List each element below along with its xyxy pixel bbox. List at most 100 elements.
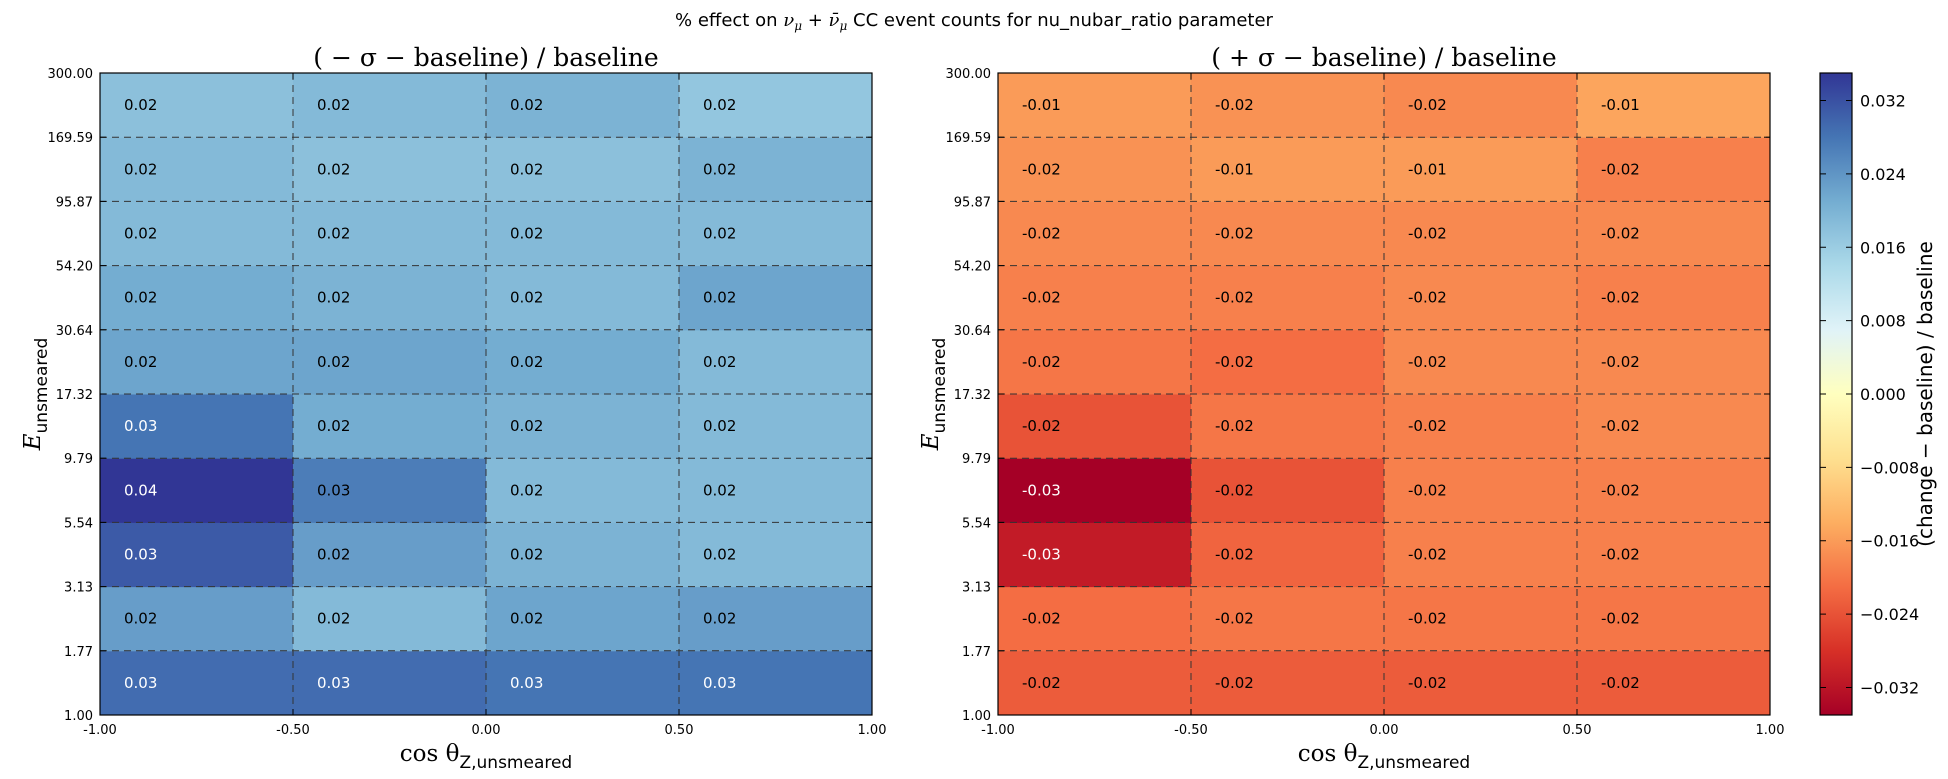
y-tick-label: 5.54 — [962, 516, 991, 531]
cell-value-label: -0.02 — [1215, 610, 1254, 628]
heatmap-cell — [998, 265, 1192, 331]
heatmap-cell — [293, 137, 487, 202]
cell-value-label: 0.02 — [510, 610, 543, 628]
cell-value-label: -0.02 — [1408, 417, 1447, 435]
cell-value-label: -0.03 — [1022, 546, 1061, 564]
cell-value-label: -0.02 — [1022, 610, 1061, 628]
y-tick-label: 54.20 — [954, 260, 991, 275]
heatmap-cell — [293, 458, 487, 523]
cell-value-label: 0.04 — [124, 481, 157, 499]
heatmap-cell — [1191, 137, 1385, 202]
heatmap-cell — [679, 394, 873, 459]
x-tick-label: 1.00 — [858, 723, 887, 738]
colorbar-tick-label: 0.032 — [1860, 92, 1906, 111]
heatmap-cell — [100, 394, 294, 459]
y-tick-label: 300.00 — [48, 67, 94, 82]
heatmap-gridlines — [998, 73, 1770, 715]
cell-value-label: 0.03 — [124, 674, 157, 692]
cell-value-label: 0.02 — [510, 289, 543, 307]
heatmap-cell — [100, 458, 294, 523]
heatmap-cell-labels: 0.03 0.03 0.03 0.03 0.02 0.02 0.02 0.02 0.03 0.02… — [124, 96, 736, 692]
cell-value-label: 0.02 — [317, 417, 350, 435]
heatmap-cell — [1384, 394, 1578, 459]
colorbar-tick-label: 0.016 — [1860, 238, 1906, 257]
cell-value-label: -0.02 — [1408, 546, 1447, 564]
cell-value-label: -0.02 — [1601, 353, 1640, 371]
heatmap-panel-plus-sigma: -0.02 -0.02 -0.02 -0.02 -0.02 -0.02 -0.02 -0.02… — [918, 43, 1784, 773]
cell-value-label: 0.02 — [510, 225, 543, 243]
cell-value-label: -0.02 — [1408, 289, 1447, 307]
heatmap-cell — [100, 522, 294, 588]
heatmap-cell — [998, 522, 1192, 588]
cell-value-label: 0.02 — [510, 417, 543, 435]
cell-value-label: -0.02 — [1408, 353, 1447, 371]
heatmap-cell — [1191, 329, 1385, 395]
heatmap-cell — [679, 586, 873, 652]
cell-value-label: 0.02 — [124, 160, 157, 178]
heatmap-cell — [486, 265, 680, 331]
heatmap-cell — [486, 586, 680, 652]
heatmap-cell — [486, 522, 680, 588]
colorbar-tick-label: −0.032 — [1860, 678, 1919, 697]
y-tick-label: 169.59 — [946, 131, 992, 146]
heatmap-cell — [1384, 137, 1578, 202]
panel-title: ( − σ − baseline) / baseline — [313, 43, 658, 72]
cell-value-label: 0.02 — [317, 353, 350, 371]
cell-value-label: -0.02 — [1022, 353, 1061, 371]
heatmap-cell — [1577, 73, 1771, 138]
cell-value-label: 0.02 — [124, 289, 157, 307]
cell-value-label: -0.02 — [1601, 225, 1640, 243]
cell-value-label: 0.02 — [510, 353, 543, 371]
x-axis-label: cos θZ,unsmeared — [400, 741, 572, 773]
heatmap-cell — [1384, 201, 1578, 267]
figure-suptitle: % effect on νμ + ν̄μ CC event counts for… — [675, 10, 1274, 33]
y-tick-label: 17.32 — [954, 388, 991, 403]
heatmap-cell — [998, 73, 1192, 138]
cell-value-label: 0.02 — [703, 289, 736, 307]
heatmap-cells — [100, 73, 873, 716]
heatmap-cell — [100, 329, 294, 395]
cell-value-label: -0.02 — [1215, 546, 1254, 564]
cell-value-label: 0.02 — [703, 417, 736, 435]
cell-value-label: -0.02 — [1601, 481, 1640, 499]
heatmap-cell — [486, 73, 680, 138]
heatmap-cell — [679, 73, 873, 138]
y-tick-label: 9.79 — [64, 452, 93, 467]
y-tick-label: 1.00 — [64, 709, 93, 724]
heatmap-cell — [1577, 458, 1771, 523]
heatmap-cell — [486, 329, 680, 395]
heatmap-cell — [679, 458, 873, 523]
cell-value-label: -0.03 — [1022, 481, 1061, 499]
colorbar-tick-label: 0.024 — [1860, 165, 1906, 184]
heatmap-cell — [998, 201, 1192, 267]
cell-value-label: -0.02 — [1215, 417, 1254, 435]
heatmap-cell — [1191, 394, 1385, 459]
colorbar-tick-label: −0.016 — [1860, 532, 1919, 551]
heatmap-cell — [1191, 265, 1385, 331]
cell-value-label: 0.02 — [124, 353, 157, 371]
y-tick-label: 1.00 — [962, 709, 991, 724]
colorbar-label: (change − baseline) / baseline — [1913, 241, 1937, 547]
y-tick-label: 9.79 — [962, 452, 991, 467]
heatmap-cell — [1191, 73, 1385, 138]
y-tick-label: 300.00 — [946, 67, 992, 82]
cell-value-label: 0.02 — [703, 225, 736, 243]
panel-title: ( + σ − baseline) / baseline — [1211, 43, 1556, 72]
heatmap-cell — [486, 201, 680, 267]
cell-value-label: 0.03 — [317, 481, 350, 499]
heatmap-cell — [293, 265, 487, 331]
heatmap-gridlines — [100, 73, 872, 715]
heatmap-cell — [679, 265, 873, 331]
colorbar-tick-label: 0.008 — [1860, 312, 1906, 331]
heatmap-cell — [1191, 201, 1385, 267]
x-tick-label: 0.00 — [1370, 723, 1399, 738]
heatmap-cells — [998, 73, 1771, 716]
heatmap-cell — [679, 137, 873, 202]
heatmap-cell — [1577, 586, 1771, 652]
heatmap-cell — [486, 137, 680, 202]
y-tick-label: 1.77 — [64, 645, 93, 660]
heatmap-cell — [1577, 522, 1771, 588]
heatmap-cell — [1191, 522, 1385, 588]
y-tick-labels: 1.00 1.77 3.13 5.54 9.79 17.32 30.64 54.20 95.87… — [946, 67, 1770, 724]
cell-value-label: -0.02 — [1601, 160, 1640, 178]
